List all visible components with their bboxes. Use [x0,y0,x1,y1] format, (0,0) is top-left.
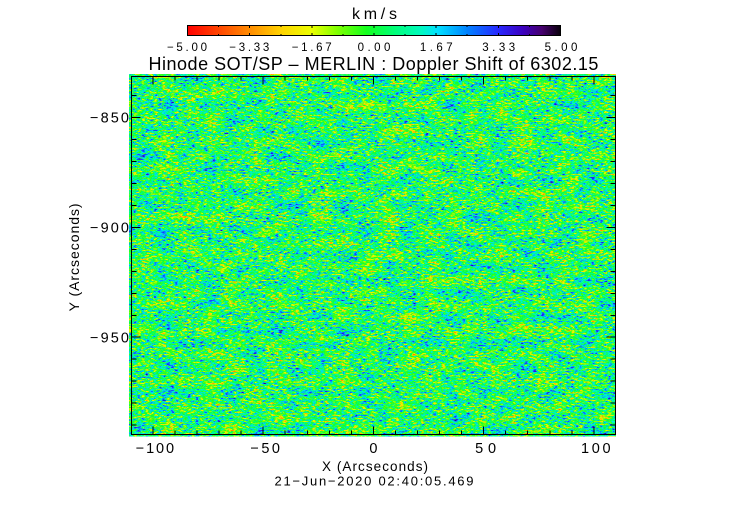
svg-text:3.33: 3.33 [482,42,515,54]
svg-text:−3.33: −3.33 [229,42,269,54]
svg-text:−50: −50 [250,441,280,457]
svg-text:100: 100 [581,441,611,457]
svg-text:X (Arcseconds): X (Arcseconds) [322,459,428,474]
svg-text:Hinode SOT/SP – MERLIN : Doppl: Hinode SOT/SP – MERLIN : Doppler Shift o… [148,54,598,74]
svg-text:−5.00: −5.00 [167,42,207,54]
svg-text:1.67: 1.67 [420,42,453,54]
svg-text:−850: −850 [90,111,129,127]
svg-text:−950: −950 [90,330,129,346]
svg-text:−900: −900 [90,221,129,237]
svg-text:21−Jun−2020 02:40:05.469: 21−Jun−2020 02:40:05.469 [275,474,474,489]
svg-text:km/s: km/s [352,6,397,23]
svg-text:Y (Arcseconds): Y (Arcseconds) [66,203,82,311]
svg-text:−100: −100 [136,441,174,457]
svg-text:0: 0 [369,441,377,457]
svg-text:−1.67: −1.67 [292,42,332,54]
svg-text:5.00: 5.00 [545,42,578,54]
svg-text:50: 50 [475,441,496,457]
svg-text:0.00: 0.00 [358,42,391,54]
